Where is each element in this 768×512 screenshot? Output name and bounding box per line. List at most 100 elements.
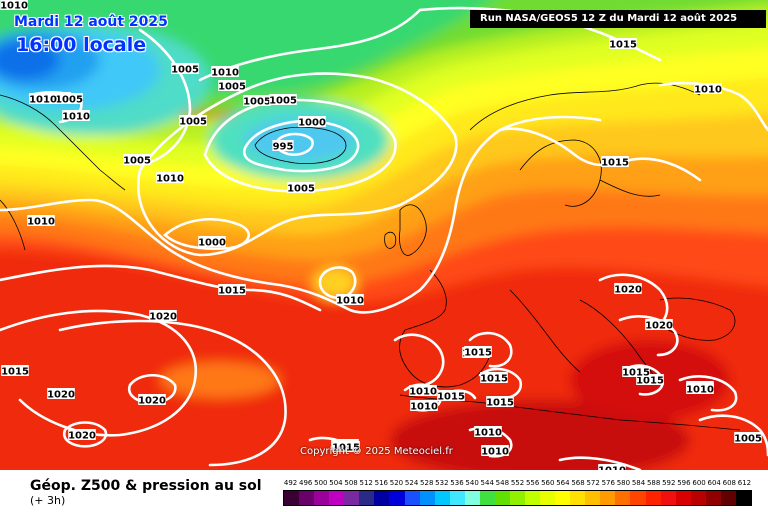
- scale-swatch: [735, 491, 751, 505]
- isobar-label-bg: [198, 236, 226, 247]
- scale-label: 520: [389, 479, 404, 487]
- scale-swatch: [555, 491, 571, 505]
- isobar-label: 1015: [332, 443, 360, 454]
- isobar-1015-iberia: [393, 333, 445, 387]
- isobar-label: 1000: [298, 118, 326, 129]
- isobar-1000-iceland: [242, 119, 360, 173]
- scale-label: 552: [510, 479, 525, 487]
- scale-swatch: [509, 491, 525, 505]
- scale-swatch: [434, 491, 450, 505]
- isobar-label: 1005: [734, 434, 762, 445]
- scale-label: 492: [283, 479, 298, 487]
- isobar-label-bg: [218, 80, 246, 91]
- isobar-label: 1020: [149, 312, 177, 323]
- z500-trough-greenland-4: [0, 40, 60, 80]
- scale-label: 508: [344, 479, 358, 487]
- scale-label: 548: [495, 479, 510, 487]
- isobar-1015-scand: [498, 127, 702, 182]
- scale-label: 540: [465, 479, 479, 487]
- isobar-label-bg: [55, 93, 83, 104]
- scale-label: 496: [299, 479, 313, 487]
- isobar-labels: 1010 1005 1010 1010 1010 1005 1005 1005 1005 1005…: [0, 0, 762, 470]
- scale-swatch: [374, 491, 390, 505]
- scale-swatch: [284, 491, 300, 505]
- scale-label: 536: [450, 479, 464, 487]
- isobar-label: 1005: [123, 156, 151, 167]
- isobar-label: 1005: [243, 97, 271, 108]
- isobar-label: 1015: [486, 398, 514, 409]
- isobar-label: 1015: [480, 374, 508, 385]
- weather-map[interactable]: 1010 1005 1010 1010 1010 1005 1005 1005 1005 1005…: [0, 0, 768, 470]
- isobar-label-bg: [123, 154, 151, 165]
- scale-label: 544: [480, 479, 494, 487]
- scale-swatch: [359, 491, 375, 505]
- scale-swatch: [690, 491, 706, 505]
- isobar-1020-east: [598, 273, 669, 330]
- isobar-label: 1015: [636, 376, 664, 387]
- scale-swatch: [675, 491, 691, 505]
- isobar-label: 1010: [481, 447, 509, 458]
- scale-swatch: [660, 491, 676, 505]
- isobar-label: 1020: [645, 321, 673, 332]
- isobar-label: 1005: [218, 82, 246, 93]
- scale-swatch: [299, 491, 315, 505]
- isobar-label: 1015: [218, 286, 246, 297]
- isobar-label-bg: [474, 426, 502, 437]
- isobar-label-bg: [481, 445, 509, 456]
- scale-swatch: [645, 491, 661, 505]
- isobar-label-bg: [0, 0, 28, 10]
- scale-swatch: [494, 491, 510, 505]
- isobar-label-bg: [179, 115, 207, 126]
- scale-label: 560: [541, 479, 555, 487]
- isobar-label: 1000: [198, 238, 226, 249]
- isobar-label: 1015: [437, 392, 465, 403]
- iceland-coast: [254, 126, 347, 164]
- scale-label: 568: [571, 479, 585, 487]
- scale-swatch: [389, 491, 405, 505]
- scale-label: 512: [359, 479, 373, 487]
- isobar-label-bg: [686, 383, 714, 394]
- isobar-label-bg: [68, 429, 96, 440]
- isobar-label-bg: [211, 66, 239, 77]
- isobar-label: 1005: [179, 117, 207, 128]
- geopotential-field: [0, 0, 768, 470]
- isobar-label: 1020: [138, 396, 166, 407]
- isobar-label: 1005: [55, 95, 83, 106]
- isobar-label-bg: [409, 385, 437, 396]
- z500-band-560: [0, 4, 768, 166]
- france-iberia-coast: [399, 269, 491, 388]
- forecast-offset: (+ 3h): [30, 494, 66, 507]
- isobar-label-bg: [272, 140, 294, 151]
- scale-label: 584: [631, 479, 646, 487]
- isobar-label-bg: [614, 283, 642, 294]
- isobar-1010-main: [0, 115, 602, 314]
- isobar-label: 1015: [622, 368, 650, 379]
- isobar-label: 1015: [1, 367, 29, 378]
- isobar-label: 1015: [464, 348, 492, 359]
- isobar-1010-east-med: [678, 375, 738, 412]
- isobar-label-bg: [149, 310, 177, 321]
- british-isles-coast: [384, 204, 427, 256]
- z500-band-556: [0, 0, 768, 143]
- scale-label: 596: [677, 479, 691, 487]
- isobar-label-bg: [645, 319, 673, 330]
- scale-swatch: [585, 491, 601, 505]
- isobar-label: 1010: [62, 112, 90, 123]
- isobar-label-bg: [486, 396, 514, 407]
- isobar-label-bg: [269, 94, 297, 105]
- isobar-label-bg: [622, 366, 650, 377]
- copyright-notice: Copyright © 2025 Meteociel.fr: [300, 446, 453, 457]
- isobar-label-bg: [171, 63, 199, 74]
- scale-swatch: [615, 491, 631, 505]
- isobar-label-bg: [287, 182, 315, 193]
- isobar-label: 1010: [27, 217, 55, 228]
- isobar-1010-scand: [658, 81, 768, 132]
- black-sea-coast: [659, 297, 736, 341]
- isobar-1020-south: [62, 421, 108, 448]
- isobar-label: 1010: [686, 385, 714, 396]
- isobar-label: 995: [273, 142, 294, 153]
- isobar-1015-west-med: [468, 331, 513, 368]
- scale-label: 528: [420, 479, 434, 487]
- scale-label: 580: [616, 479, 631, 487]
- scale-label: 572: [586, 479, 600, 487]
